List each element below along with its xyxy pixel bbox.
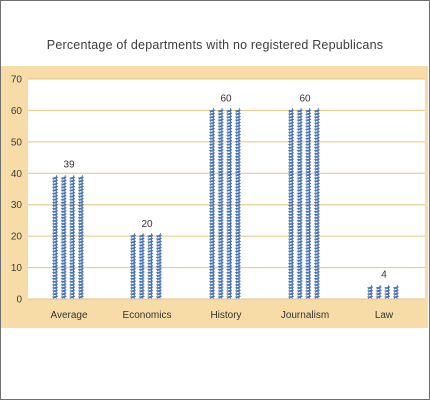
data-label: 4 [381, 269, 387, 280]
x-tick-label: Journalism [281, 310, 329, 321]
data-label: 60 [220, 93, 232, 104]
plot-background [28, 79, 425, 299]
y-tick-label: 60 [11, 106, 23, 117]
y-tick-label: 70 [11, 75, 23, 86]
y-tick-label: 50 [11, 137, 23, 148]
x-tick-label: Law [375, 310, 394, 321]
data-label: 39 [63, 159, 75, 170]
data-label: 60 [299, 93, 311, 104]
x-tick-label: Economics [123, 310, 172, 321]
x-tick-label: History [210, 310, 241, 321]
y-tick-label: 40 [11, 169, 23, 180]
chart-title: Percentage of departments with no regist… [46, 38, 384, 52]
y-tick-label: 10 [11, 263, 23, 274]
y-tick-label: 0 [16, 295, 22, 306]
y-tick-label: 30 [11, 200, 23, 211]
y-tick-label: 20 [11, 232, 23, 243]
data-label: 20 [141, 219, 153, 230]
plot-area: 0 10 20 30 40 50 60 70 39 Average 20 Economics 60 His… [11, 75, 425, 321]
x-tick-label: Average [50, 310, 88, 321]
